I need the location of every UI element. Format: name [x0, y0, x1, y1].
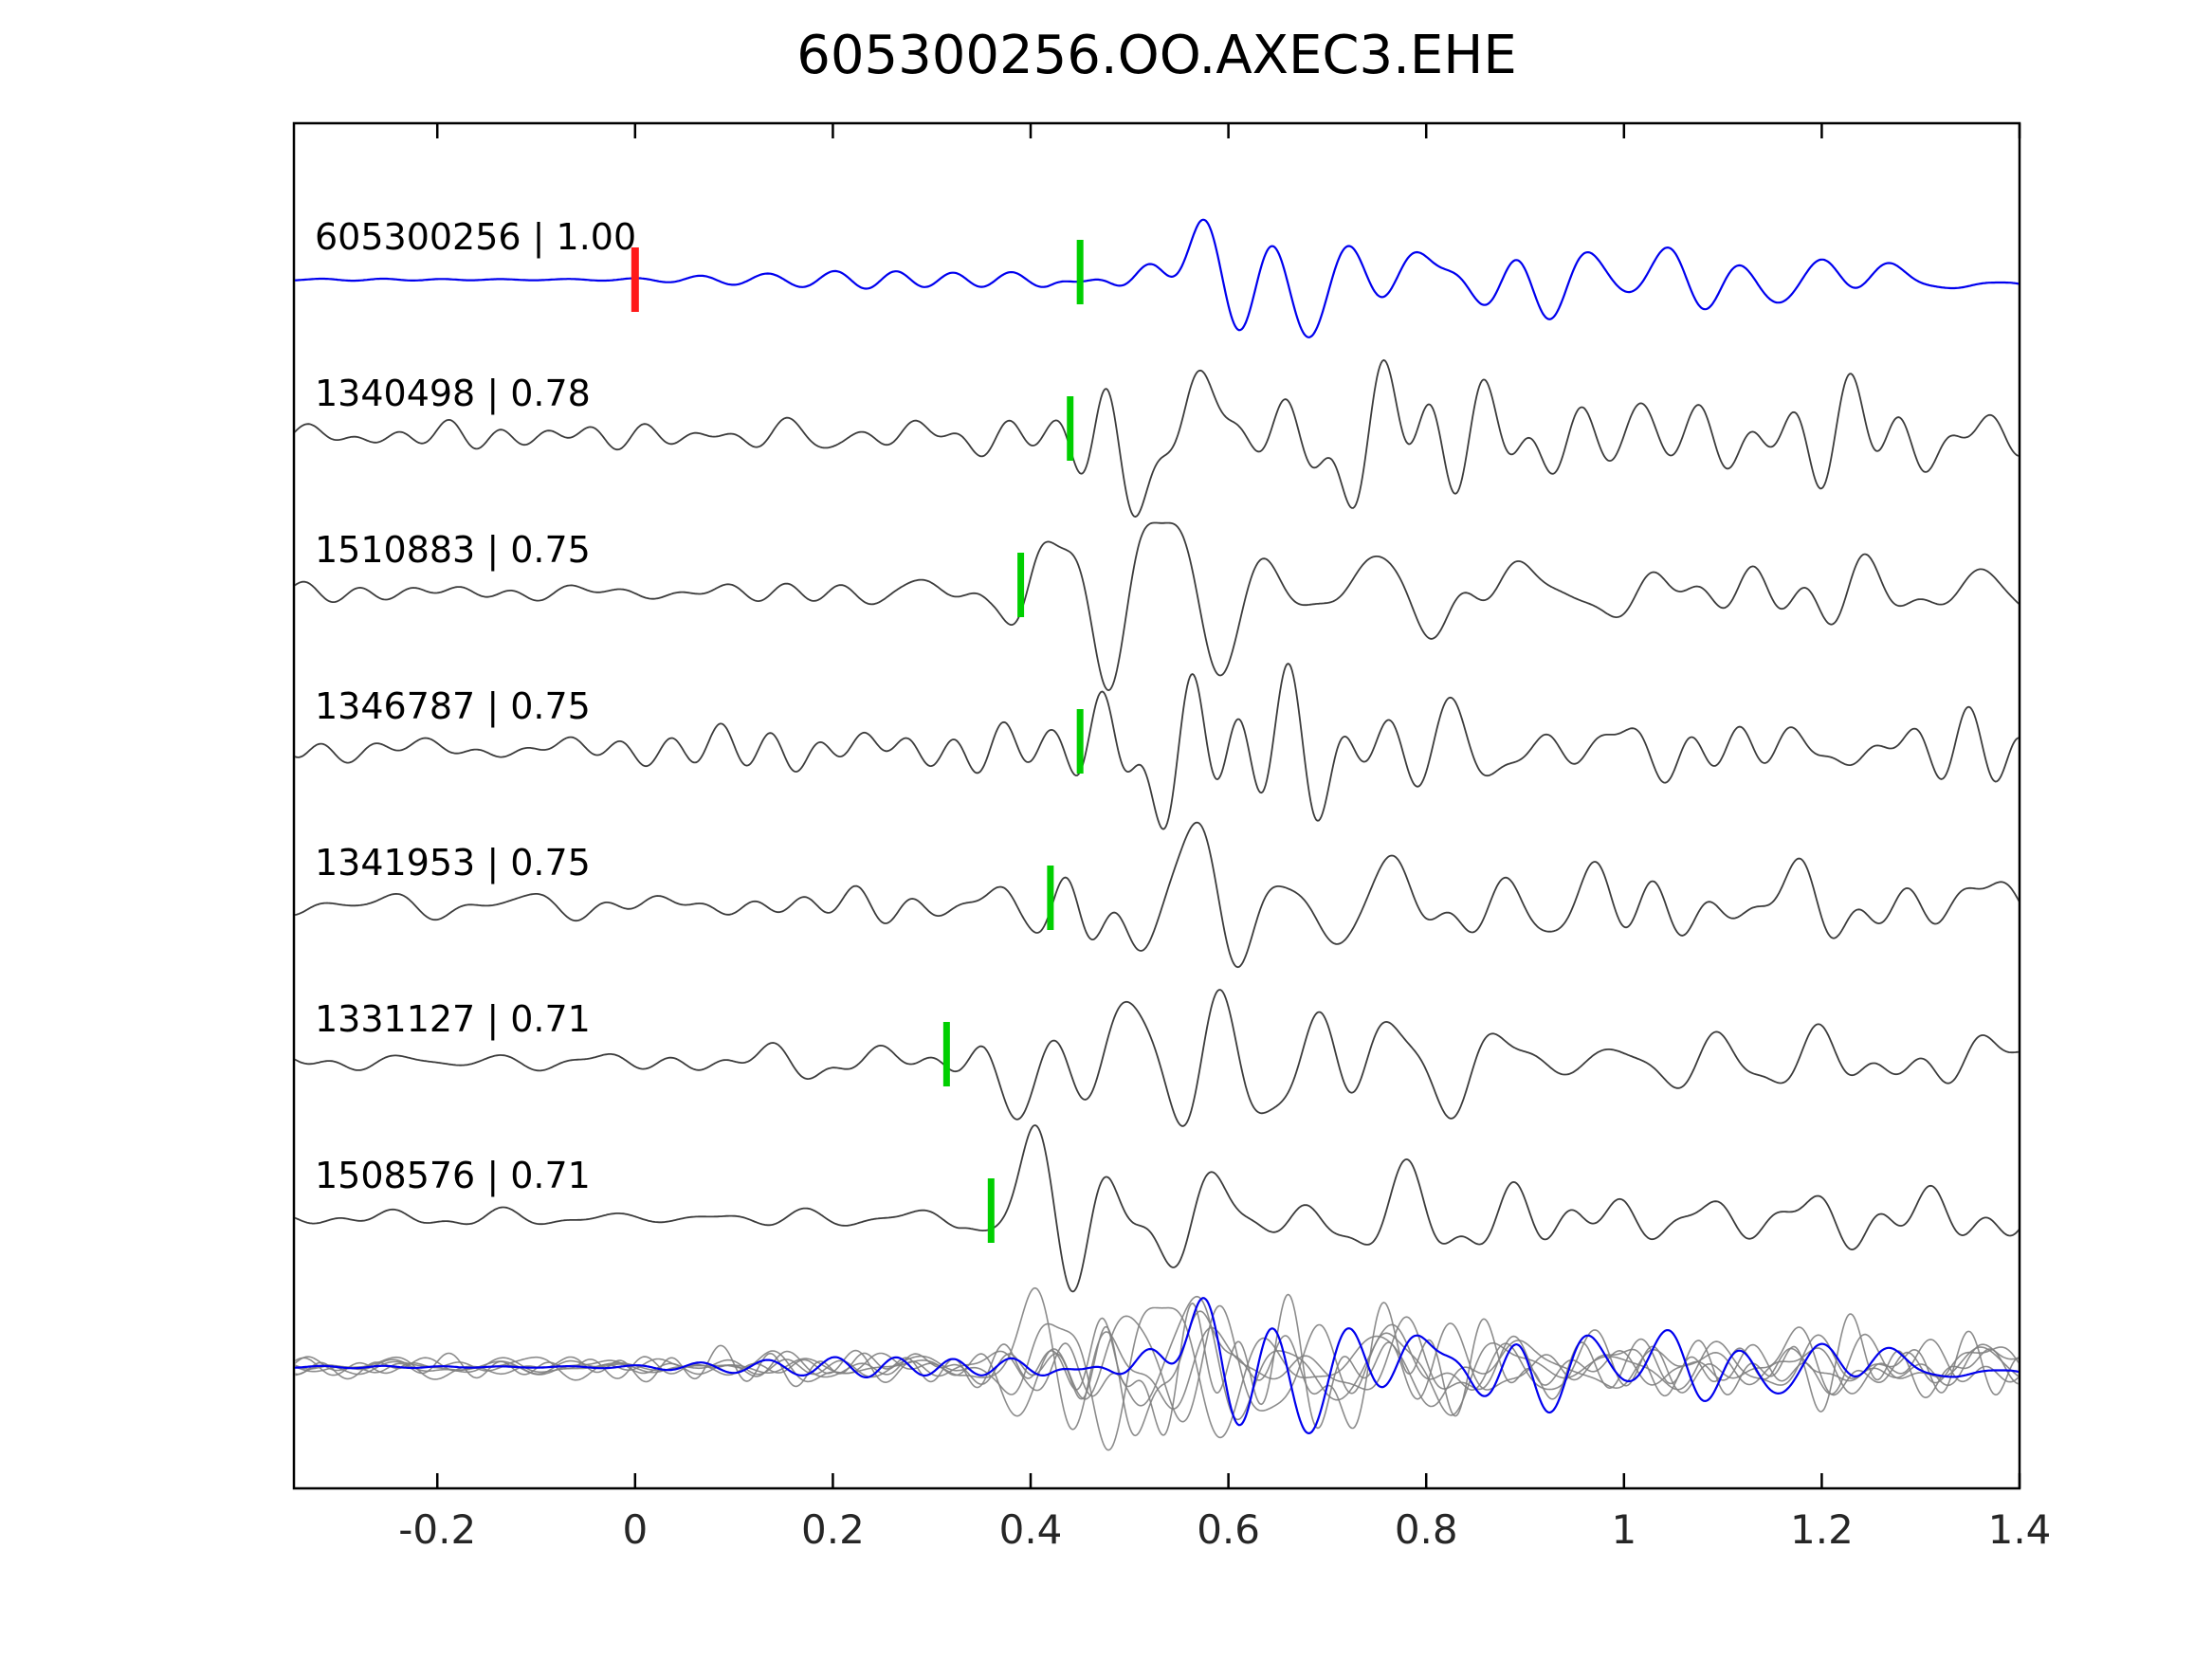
pick-marker-1510883	[1017, 553, 1025, 617]
trace-label-605300256: 605300256 | 1.00	[315, 216, 636, 259]
traces-group	[295, 218, 2019, 1451]
overlay-trace-1341953	[295, 1295, 2019, 1421]
x-tick-label: -0.2	[398, 1506, 476, 1553]
overlay-trace-1508576	[295, 1286, 2019, 1431]
x-tick-label: 0.6	[1197, 1506, 1260, 1553]
waveform-trace-1346787	[295, 662, 2019, 830]
x-tick-label: 1.2	[1790, 1506, 1854, 1553]
waveform-trace-1331127	[295, 989, 2019, 1127]
trace-label-1346787: 1346787 | 0.75	[315, 685, 591, 728]
pick-marker-1331127	[942, 1022, 950, 1086]
origin-marker	[631, 247, 639, 312]
trace-label-1341953: 1341953 | 0.75	[315, 842, 591, 884]
overlay-trace-template	[295, 1297, 2019, 1435]
waveform-trace-605300256	[295, 218, 2019, 338]
pick-marker-1346787	[1076, 709, 1084, 774]
waveform-trace-1510883	[295, 521, 2019, 692]
x-tick-label: 0.2	[801, 1506, 865, 1553]
x-tick-label: 0.4	[999, 1506, 1063, 1553]
pick-marker-1508576	[987, 1178, 995, 1243]
trace-label-1508576: 1508576 | 0.71	[315, 1155, 591, 1197]
waveform-trace-1341953	[295, 821, 2019, 969]
waveform-trace-1340498	[295, 358, 2019, 518]
trace-label-1331127: 1331127 | 0.71	[315, 998, 591, 1041]
x-tick-label: 0.8	[1395, 1506, 1458, 1553]
plot-border	[292, 121, 2021, 1490]
trace-label-1510883: 1510883 | 0.75	[315, 529, 591, 572]
x-tick-label: 0	[622, 1506, 648, 1553]
pick-marker-1341953	[1047, 866, 1054, 930]
trace-label-1340498: 1340498 | 0.78	[315, 373, 591, 415]
pick-marker-605300256	[1076, 240, 1084, 304]
pick-marker-1340498	[1067, 396, 1074, 461]
x-tick-label: 1.4	[1988, 1506, 2052, 1553]
x-tick-label: 1	[1611, 1506, 1636, 1553]
chart-title: 605300256.OO.AXEC3.EHE	[796, 25, 1517, 86]
waveform-trace-1508576	[295, 1124, 2019, 1293]
